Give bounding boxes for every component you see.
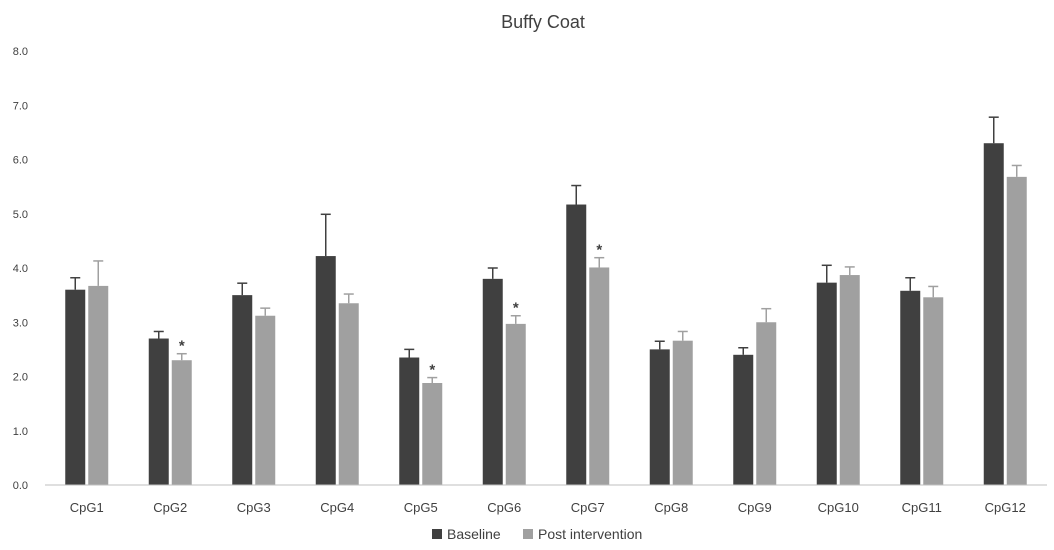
bar-baseline-cpg9 — [733, 354, 754, 485]
significance-marker: * — [429, 362, 435, 379]
y-tick-label: 8.0 — [13, 46, 28, 58]
bar-post-cpg5 — [422, 383, 443, 485]
x-tick-label: CpG2 — [153, 500, 187, 515]
legend: Baseline Post intervention — [432, 526, 642, 542]
x-tick-label: CpG3 — [237, 500, 271, 515]
significance-marker: * — [179, 338, 185, 355]
bar-baseline-cpg6 — [482, 278, 503, 485]
bars-group: * * * * — [65, 116, 1027, 486]
x-tick-label: CpG9 — [738, 500, 772, 515]
significance-marker: * — [513, 300, 519, 317]
y-tick-label: 6.0 — [13, 155, 28, 167]
bar-baseline-cpg7 — [566, 204, 587, 485]
chart-title: Buffy Coat — [501, 12, 585, 32]
y-tick-label: 0.0 — [13, 480, 28, 492]
y-tick-label: 5.0 — [13, 209, 28, 221]
bar-baseline-cpg11 — [900, 290, 921, 485]
legend-label-post: Post intervention — [538, 526, 642, 542]
y-tick-label: 4.0 — [13, 263, 28, 275]
bar-post-cpg6 — [505, 323, 526, 485]
bar-post-cpg3 — [255, 315, 276, 485]
bar-baseline-cpg2 — [148, 338, 169, 485]
x-tick-label: CpG12 — [985, 500, 1026, 515]
bar-post-cpg1 — [88, 285, 109, 485]
x-axis-labels: CpG1 CpG2 CpG3 CpG4 CpG5 CpG6 CpG7 CpG8 CpG9 CpG1… — [70, 500, 1026, 515]
y-tick-label: 1.0 — [13, 426, 28, 438]
bar-post-cpg8 — [672, 340, 693, 485]
x-tick-label: CpG8 — [654, 500, 688, 515]
x-tick-label: CpG6 — [487, 500, 521, 515]
bar-post-cpg2 — [171, 360, 192, 485]
bar-baseline-cpg1 — [65, 289, 86, 485]
bar-baseline-cpg12 — [983, 143, 1004, 485]
bar-post-cpg12 — [1006, 176, 1027, 486]
y-tick-label: 7.0 — [13, 100, 28, 112]
x-tick-label: CpG1 — [70, 500, 104, 515]
legend-swatch-post — [523, 529, 533, 539]
x-tick-label: CpG10 — [818, 500, 859, 515]
legend-label-baseline: Baseline — [447, 526, 501, 542]
legend-swatch-baseline — [432, 529, 442, 539]
x-tick-label: CpG7 — [571, 500, 605, 515]
bar-baseline-cpg8 — [649, 349, 670, 485]
x-tick-label: CpG11 — [902, 500, 942, 515]
bar-post-cpg4 — [338, 303, 359, 485]
bar-baseline-cpg3 — [232, 295, 253, 485]
y-tick-label: 3.0 — [13, 317, 28, 329]
significance-marker: * — [596, 242, 602, 259]
x-tick-label: CpG5 — [404, 500, 438, 515]
bar-baseline-cpg4 — [315, 256, 336, 485]
bar-baseline-cpg10 — [816, 282, 837, 485]
bar-post-cpg9 — [756, 322, 777, 485]
bar-post-cpg7 — [589, 267, 610, 485]
y-tick-label: 2.0 — [13, 372, 28, 384]
bar-post-cpg10 — [839, 275, 860, 485]
y-axis-ticks: 0.0 1.0 2.0 3.0 4.0 5.0 6.0 7.0 8.0 — [13, 46, 28, 492]
bar-post-cpg11 — [923, 297, 944, 485]
x-tick-label: CpG4 — [320, 500, 354, 515]
bar-baseline-cpg5 — [399, 357, 420, 485]
